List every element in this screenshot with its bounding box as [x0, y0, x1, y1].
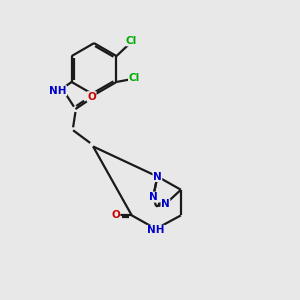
Text: Cl: Cl — [126, 36, 137, 46]
Text: N: N — [153, 172, 162, 182]
Text: Cl: Cl — [128, 74, 140, 83]
Text: NH: NH — [49, 86, 67, 96]
Text: O: O — [87, 92, 96, 102]
Text: N: N — [149, 192, 158, 202]
Text: NH: NH — [147, 225, 165, 236]
Text: O: O — [111, 210, 120, 220]
Text: N: N — [161, 199, 170, 209]
